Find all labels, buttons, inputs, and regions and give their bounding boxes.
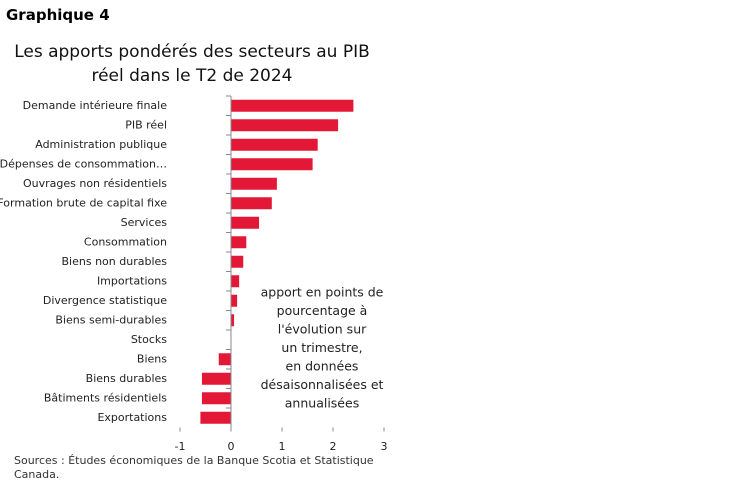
header: Graphique 4: [6, 6, 110, 24]
bar: [231, 177, 277, 190]
bar: [231, 314, 235, 327]
y-tick-label: Biens durables: [86, 372, 168, 385]
annotation: l'évolution sur: [278, 322, 367, 337]
y-tick-label: Biens non durables: [62, 255, 168, 268]
bar: [218, 353, 231, 366]
y-tick-label: Consommation: [84, 235, 167, 248]
x-tick-label: 0: [228, 440, 235, 450]
y-tick-label: Importations: [97, 274, 167, 287]
y-tick-label: Ouvrages non résidentiels: [23, 177, 167, 190]
y-tick-label: Divergence statistique: [43, 294, 167, 307]
y-tick-label: Bâtiments résidentiels: [44, 391, 167, 404]
y-tick-label: Biens: [137, 352, 167, 365]
y-tick-label: Administration publique: [35, 138, 167, 151]
y-tick-label: Formation brute de capital fixe: [0, 196, 167, 209]
chart: Les apports pondérés des secteurs au PIB…: [0, 42, 388, 450]
annotation: pourcentage à: [277, 303, 368, 318]
y-tick-label: Stocks: [131, 333, 167, 346]
x-tick-label: 1: [279, 440, 286, 450]
bar: [231, 158, 313, 171]
y-tick-label: Demande intérieure finale: [23, 99, 168, 112]
bar: [231, 99, 354, 112]
bar: [231, 216, 260, 229]
y-tick-label: Biens semi-durables: [55, 313, 167, 326]
y-tick-label: Dépenses de consommation…: [0, 157, 167, 170]
chart-title: réel dans le T2 de 2024: [91, 66, 292, 86]
bar: [201, 372, 231, 385]
bar: [231, 138, 318, 151]
x-tick-label: 3: [381, 440, 388, 450]
annotation: désaisonnalisées et: [261, 377, 384, 392]
bar: [200, 411, 231, 424]
bar: [231, 294, 238, 307]
x-tick-label: -1: [175, 440, 186, 450]
y-tick-label: Services: [121, 216, 168, 229]
bar: [231, 236, 247, 249]
annotation: annualisées: [285, 396, 359, 411]
x-tick-label: 2: [330, 440, 337, 450]
annotation: en données: [286, 359, 359, 374]
y-tick-label: Exportations: [97, 411, 167, 424]
chart-title: Les apports pondérés des secteurs au PIB: [14, 42, 370, 62]
annotation: apport en points de: [261, 285, 384, 300]
y-tick-label: PIB réel: [125, 118, 167, 131]
bar: [231, 197, 272, 210]
bar: [231, 119, 339, 132]
bar: [231, 275, 240, 288]
source: Sources : Études économiques de la Banqu…: [14, 454, 374, 481]
annotation: un trimestre,: [281, 340, 362, 355]
bar: [231, 255, 244, 268]
bar: [201, 392, 231, 405]
